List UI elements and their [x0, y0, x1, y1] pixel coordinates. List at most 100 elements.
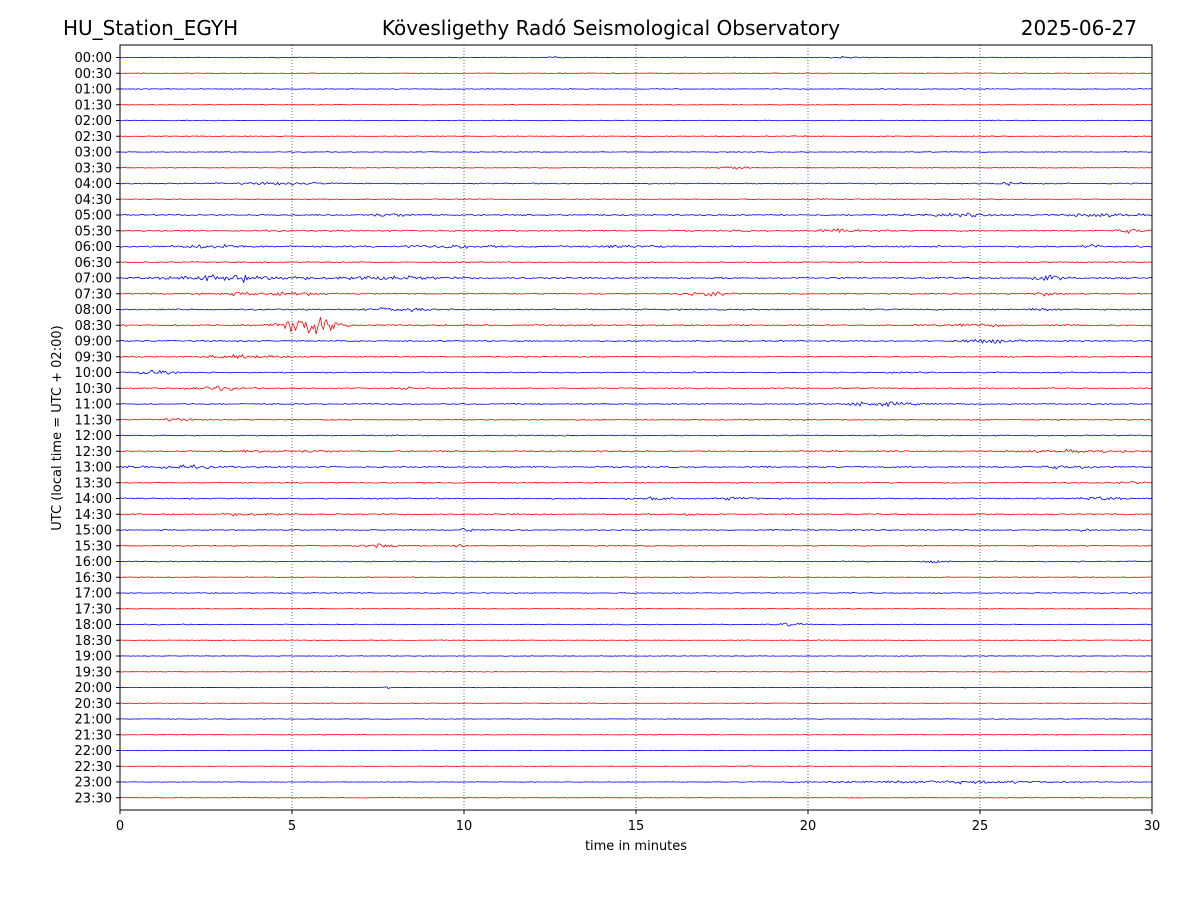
y-tick-label: 12:30	[75, 445, 112, 460]
trace-group	[119, 55, 1153, 799]
y-axis-label: UTC (local time = UTC + 02:00)	[50, 325, 65, 530]
y-tick-label: 02:30	[75, 130, 112, 145]
x-tick-label: 10	[456, 819, 473, 834]
y-tick-label: 00:00	[75, 51, 112, 66]
y-tick-labels: 00:0000:3001:0001:3002:0002:3003:0003:30…	[75, 51, 120, 806]
trace-line	[119, 291, 1153, 297]
trace-line	[119, 749, 1153, 752]
y-tick-label: 06:00	[75, 240, 112, 255]
trace-line	[119, 339, 1153, 344]
trace-line	[119, 198, 1153, 201]
y-tick-label: 05:00	[75, 209, 112, 224]
chart-date: 2025-06-27	[1021, 16, 1137, 40]
y-tick-label: 23:00	[75, 776, 112, 791]
trace-line	[119, 401, 1153, 407]
y-tick-label: 06:30	[75, 256, 112, 271]
trace-line	[119, 607, 1153, 610]
x-tick-label: 25	[972, 819, 989, 834]
y-tick-label: 16:00	[75, 555, 112, 570]
trace-line	[119, 543, 1153, 549]
trace-line	[120, 354, 1153, 359]
trace-line	[119, 181, 1153, 186]
y-tick-label: 07:30	[75, 287, 112, 302]
y-tick-label: 21:00	[75, 713, 112, 728]
trace-line	[119, 765, 1153, 767]
trace-line	[119, 274, 1153, 283]
y-tick-label: 03:30	[75, 161, 112, 176]
y-tick-label: 11:30	[75, 413, 112, 428]
y-tick-label: 19:00	[75, 650, 112, 665]
trace-line	[119, 480, 1153, 485]
trace-line	[119, 417, 1153, 422]
trace-line	[119, 151, 1153, 153]
y-tick-label: 22:00	[75, 744, 112, 759]
y-tick-label: 04:00	[75, 177, 112, 192]
trace-line	[119, 166, 1153, 170]
trace-line	[119, 592, 1153, 594]
y-tick-label: 15:30	[75, 539, 112, 554]
y-tick-label: 17:30	[75, 602, 112, 617]
y-tick-label: 05:30	[75, 224, 112, 239]
y-tick-label: 10:00	[75, 366, 112, 381]
y-tick-label: 21:30	[75, 728, 112, 743]
trace-line	[119, 560, 1153, 564]
y-tick-label: 07:00	[75, 272, 112, 287]
y-tick-label: 13:00	[75, 461, 112, 476]
trace-line	[119, 212, 1153, 218]
y-tick-label: 18:00	[75, 618, 112, 633]
y-tick-label: 02:00	[75, 114, 112, 129]
trace-line	[119, 448, 1153, 454]
trace-line	[119, 780, 1153, 785]
y-tick-label: 12:00	[75, 429, 112, 444]
trace-line	[119, 307, 1153, 313]
trace-line	[119, 655, 1153, 657]
trace-line	[119, 702, 1153, 705]
y-tick-label: 10:30	[75, 382, 112, 397]
y-tick-label: 09:00	[75, 335, 112, 350]
trace-line	[119, 316, 1153, 335]
y-tick-label: 09:30	[75, 350, 112, 365]
y-tick-label: 20:30	[75, 697, 112, 712]
station-name: HU_Station_EGYH	[63, 16, 238, 40]
trace-line	[119, 496, 1153, 501]
trace-line	[119, 385, 1153, 391]
y-tick-label: 14:30	[75, 508, 112, 523]
x-tick-label: 15	[628, 819, 645, 834]
trace-line	[119, 622, 1153, 627]
trace-line	[119, 369, 1153, 375]
trace-line	[119, 119, 1153, 122]
trace-line	[120, 135, 1153, 138]
y-tick-label: 01:00	[75, 83, 112, 98]
y-tick-label: 11:00	[75, 398, 112, 413]
trace-line	[119, 434, 1153, 437]
trace-line	[119, 228, 1153, 234]
x-axis-label: time in minutes	[585, 839, 687, 854]
x-tick-label: 0	[116, 819, 124, 834]
y-tick-label: 08:30	[75, 319, 112, 334]
trace-line	[119, 686, 1153, 690]
trace-line	[119, 576, 1153, 579]
chart-title: Kövesligethy Radó Seismological Observat…	[382, 16, 840, 40]
plot-frame	[119, 44, 1153, 811]
y-tick-label: 13:30	[75, 476, 112, 491]
trace-line	[119, 55, 1153, 59]
x-tick-label: 30	[1144, 819, 1161, 834]
x-tick-label: 20	[800, 819, 817, 834]
trace-line	[119, 243, 1153, 249]
y-tick-label: 22:30	[75, 760, 112, 775]
y-tick-label: 17:00	[75, 587, 112, 602]
y-tick-label: 23:30	[75, 791, 112, 806]
trace-line	[119, 733, 1153, 736]
x-tick-labels: 0 5 10 15 20 25 30	[116, 810, 1160, 834]
trace-line	[119, 261, 1153, 264]
y-tick-label: 01:30	[75, 98, 112, 113]
y-tick-label: 03:00	[75, 146, 112, 161]
trace-line	[119, 512, 1153, 517]
trace-line	[119, 464, 1153, 470]
y-tick-label: 15:00	[75, 524, 112, 539]
trace-line	[119, 670, 1153, 673]
trace-line	[119, 72, 1153, 75]
trace-line	[119, 796, 1153, 799]
